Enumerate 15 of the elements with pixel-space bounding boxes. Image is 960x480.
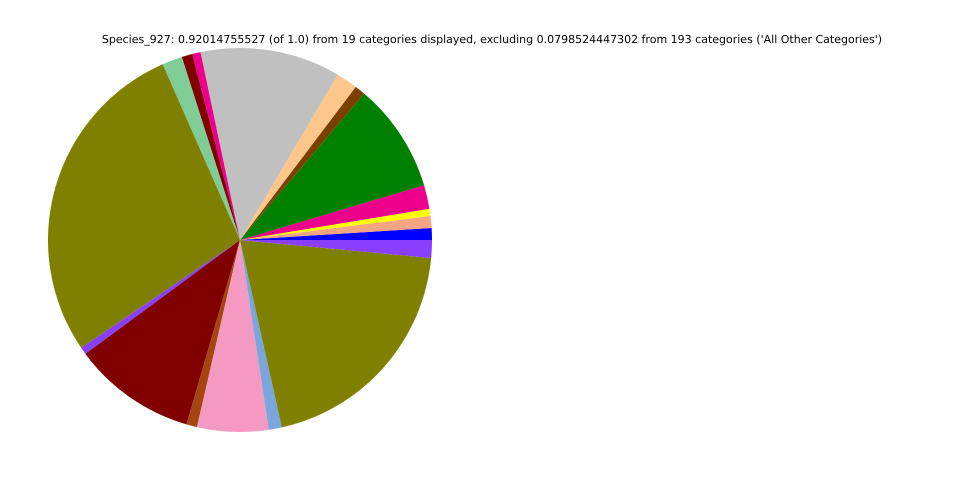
pie-slice <box>240 185 430 240</box>
pie-slice <box>186 240 240 428</box>
pie-slice <box>240 208 430 240</box>
pie-slice <box>85 240 240 424</box>
pie-slice <box>182 54 240 240</box>
pie-slice <box>192 52 240 240</box>
pie-slice <box>240 216 432 240</box>
text: Species_927: 0.92014755527 (of 1.0) from 19 categories displayed, excluding 0.0798524447302 from 193 categories ('All Other Categories') <box>102 33 882 46</box>
pie-slice <box>240 94 424 240</box>
pie-slice <box>162 57 240 240</box>
pie-slice <box>196 240 269 432</box>
pie-slice <box>81 240 240 354</box>
pie-slice <box>240 240 282 430</box>
pie-slice <box>200 48 338 240</box>
pie-slice <box>240 240 432 258</box>
